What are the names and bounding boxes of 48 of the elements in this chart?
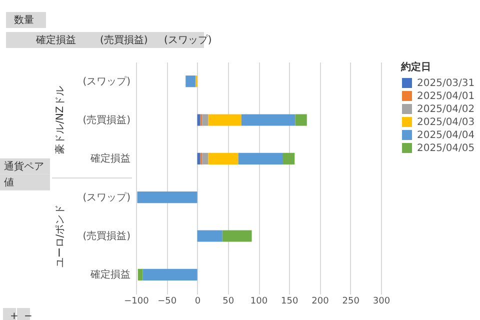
x-tick-label: 250 [342, 296, 360, 306]
text: (売買損益) [100, 34, 148, 46]
legend-label: 2025/04/05 [417, 143, 475, 154]
y-tick-label: 確定損益 [90, 268, 130, 281]
bar [202, 114, 208, 126]
legend-label: 2025/04/03 [417, 117, 475, 128]
bar [208, 114, 242, 126]
y-tick-label: (売買損益) [82, 114, 131, 126]
bar [142, 268, 198, 280]
bar [137, 192, 198, 204]
legend-label: 2025/04/01 [417, 91, 475, 102]
bar [197, 152, 200, 164]
x-tick-label: 0 [194, 296, 201, 306]
x-tick-label: 200 [312, 296, 330, 306]
y-tick-label: 確定損益 [90, 152, 130, 165]
bar [283, 152, 295, 164]
x-tick-label: −50 [158, 296, 177, 306]
text: 通貨ペア [4, 160, 44, 172]
bar [208, 152, 238, 164]
x-tick-label: 50 [222, 296, 234, 306]
x-tick-label: 100 [250, 296, 268, 306]
legend-title: 約定日 [400, 61, 431, 73]
x-tick-label: −100 [124, 296, 150, 306]
text: ユーロ/ポンド [55, 204, 66, 268]
bar [197, 114, 200, 126]
y-tick-label: (スワップ) [82, 191, 131, 204]
bar [238, 152, 283, 164]
bar [186, 76, 196, 88]
text: + [10, 311, 18, 320]
legend-label: 2025/04/04 [417, 130, 475, 141]
bar [197, 230, 222, 242]
bar [241, 114, 296, 126]
y-tick-label: (スワップ) [82, 75, 131, 88]
text: 値 [4, 176, 14, 188]
text: 数量 [14, 15, 34, 26]
bar [202, 152, 208, 164]
legend-label: 2025/04/02 [417, 104, 475, 115]
text: (スワップ) [164, 34, 212, 46]
bar [222, 230, 252, 242]
y-tick-label: (売買損益) [82, 230, 131, 242]
x-tick-label: 300 [372, 296, 390, 306]
text: − [24, 311, 32, 320]
bar [295, 114, 307, 126]
bar [138, 268, 143, 280]
text: 確定損益 [35, 34, 76, 46]
legend-label: 2025/03/31 [417, 78, 475, 89]
x-tick-label: 150 [281, 296, 298, 306]
text: 豪ドル/NZドル [54, 86, 66, 154]
